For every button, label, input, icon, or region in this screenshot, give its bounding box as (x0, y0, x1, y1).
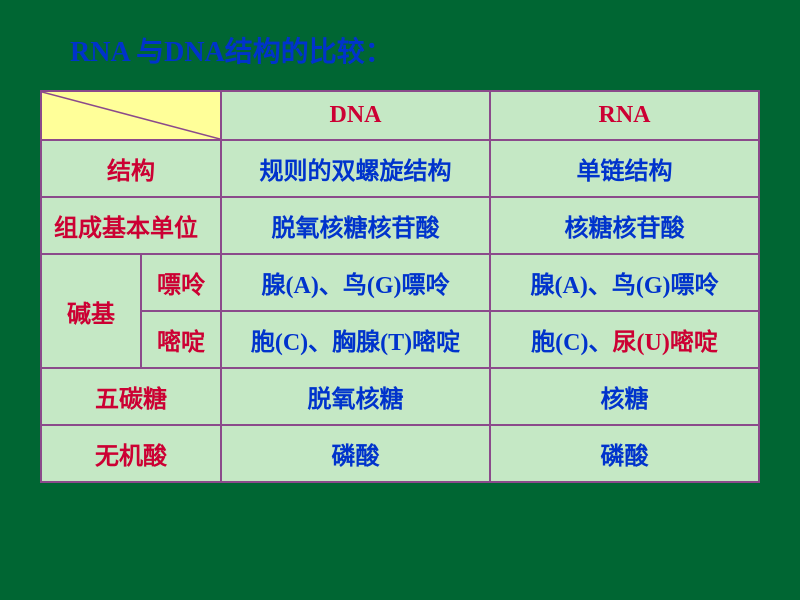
cell-structure-rna: 单链结构 (490, 140, 759, 197)
table-row: 结构 规则的双螺旋结构 单链结构 (41, 140, 759, 197)
cell-pyrimidine-dna: 胞(C)、胸腺(T)嘧啶 (221, 311, 490, 368)
table-row: 嘧啶 胞(C)、胸腺(T)嘧啶 胞(C)、尿(U)嘧啶 (41, 311, 759, 368)
row-label-pyrimidine: 嘧啶 (141, 311, 221, 368)
page-title: RNA 与DNA结构的比较： (70, 30, 760, 70)
cell-acid-rna: 磷酸 (490, 425, 759, 482)
row-label-purine: 嘌呤 (141, 254, 221, 311)
cell-sugar-rna: 核糖 (490, 368, 759, 425)
row-label-unit: 组成基本单位 (41, 197, 221, 254)
cell-purine-dna: 腺(A)、鸟(G)嘌呤 (221, 254, 490, 311)
rna-pyrimidine-prefix: 胞(C)、 (531, 330, 612, 356)
row-label-base: 碱基 (41, 254, 141, 368)
diagonal-line-icon (42, 92, 220, 139)
cell-sugar-dna: 脱氧核糖 (221, 368, 490, 425)
cell-structure-dna: 规则的双螺旋结构 (221, 140, 490, 197)
comparison-table: DNA RNA 结构 规则的双螺旋结构 单链结构 组成基本单位 脱氧核糖核苷酸 … (40, 90, 760, 483)
cell-pyrimidine-rna: 胞(C)、尿(U)嘧啶 (490, 311, 759, 368)
col-header-rna: RNA (490, 91, 759, 140)
table-row: 无机酸 磷酸 磷酸 (41, 425, 759, 482)
table-header-row: DNA RNA (41, 91, 759, 140)
row-label-acid: 无机酸 (41, 425, 221, 482)
table-row: 五碳糖 脱氧核糖 核糖 (41, 368, 759, 425)
cell-purine-rna: 腺(A)、鸟(G)嘌呤 (490, 254, 759, 311)
cell-unit-rna: 核糖核苷酸 (490, 197, 759, 254)
rna-pyrimidine-highlight: 尿(U)嘧啶 (613, 330, 718, 356)
table-row: 组成基本单位 脱氧核糖核苷酸 核糖核苷酸 (41, 197, 759, 254)
col-header-dna: DNA (221, 91, 490, 140)
row-label-sugar: 五碳糖 (41, 368, 221, 425)
row-label-structure: 结构 (41, 140, 221, 197)
cell-acid-dna: 磷酸 (221, 425, 490, 482)
corner-cell (41, 91, 221, 140)
cell-unit-dna: 脱氧核糖核苷酸 (221, 197, 490, 254)
table-row: 碱基 嘌呤 腺(A)、鸟(G)嘌呤 腺(A)、鸟(G)嘌呤 (41, 254, 759, 311)
